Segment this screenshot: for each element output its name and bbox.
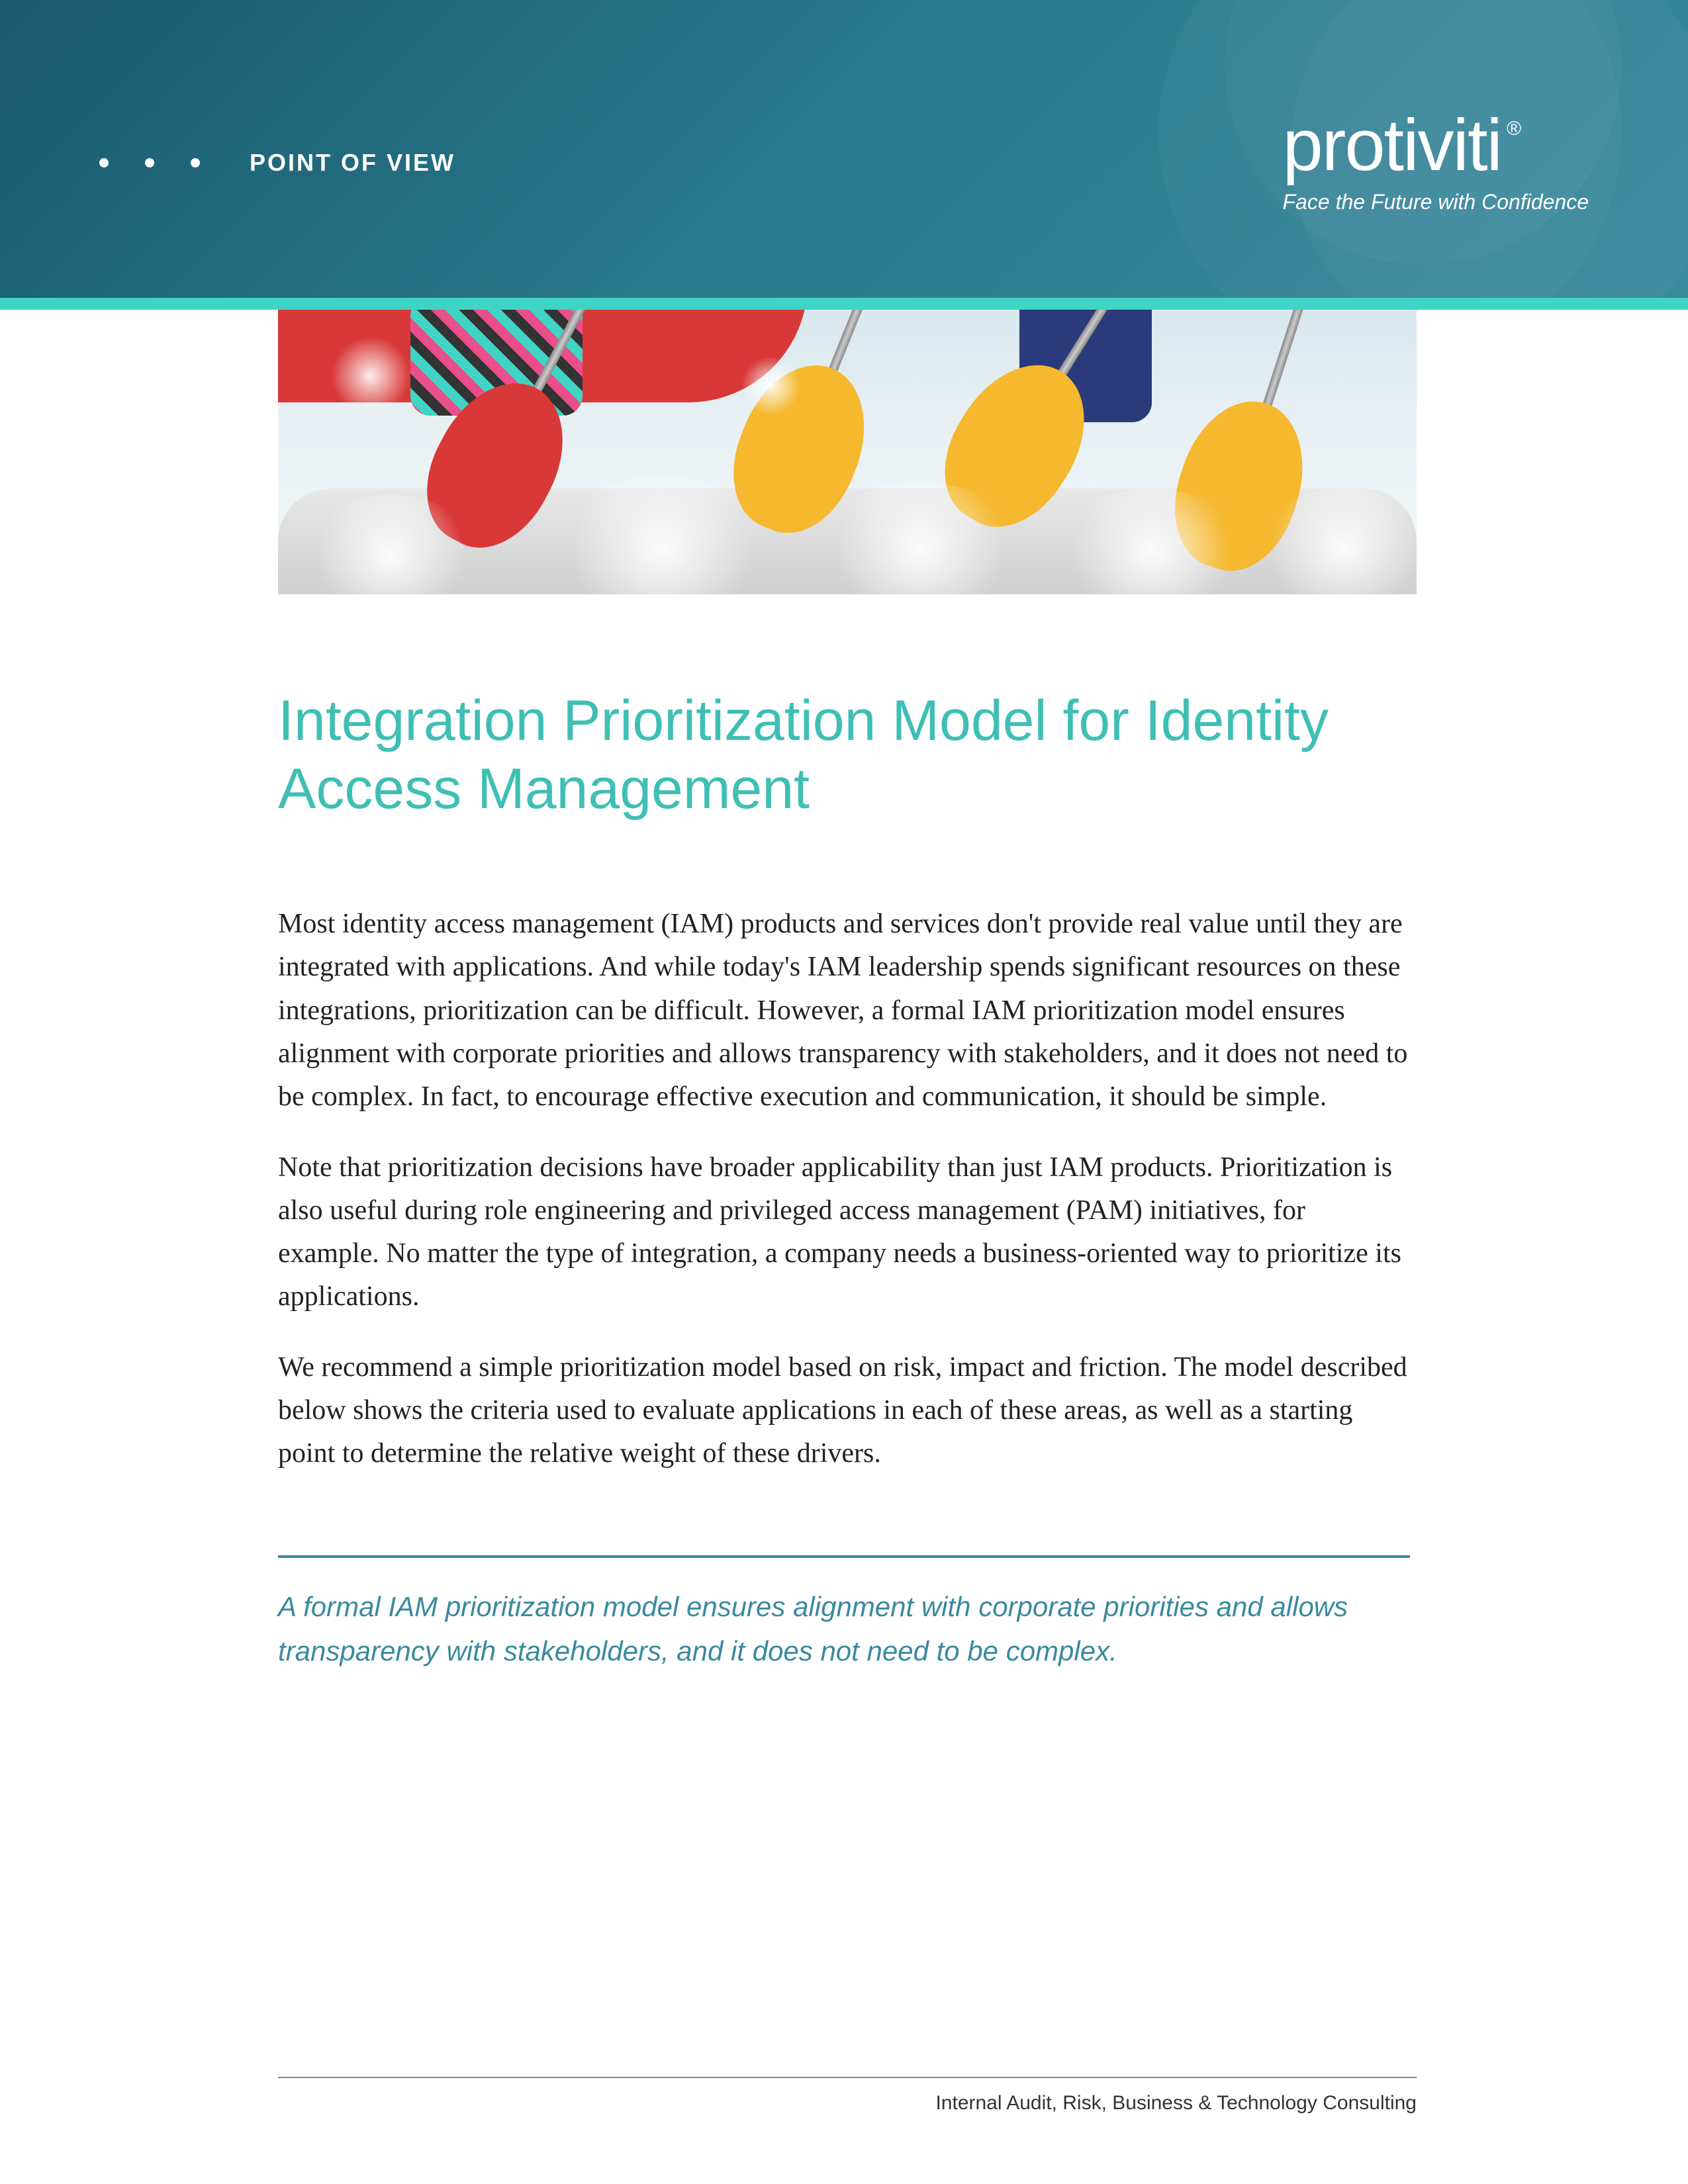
dot-icon bbox=[191, 158, 200, 167]
registered-icon: ® bbox=[1507, 118, 1520, 140]
header-band: POINT OF VIEW protiviti® Face the Future… bbox=[0, 0, 1688, 298]
water-splash bbox=[741, 356, 801, 416]
article-title: Integration Prioritization Model for Ide… bbox=[278, 687, 1410, 823]
dots-row: POINT OF VIEW bbox=[99, 149, 455, 177]
brand-block: protiviti® Face the Future with Confiden… bbox=[1283, 109, 1589, 214]
callout-text: A formal IAM prioritization model ensure… bbox=[278, 1584, 1410, 1673]
brand-logo-text: protiviti® bbox=[1283, 109, 1589, 182]
water-splash bbox=[331, 336, 410, 416]
callout-rule bbox=[278, 1555, 1410, 1558]
body-paragraph: We recommend a simple prioritization mod… bbox=[278, 1346, 1410, 1475]
content-area: Integration Prioritization Model for Ide… bbox=[278, 687, 1410, 1673]
footer-rule bbox=[278, 2077, 1417, 2078]
accent-strip bbox=[0, 298, 1688, 310]
category-label: POINT OF VIEW bbox=[250, 149, 455, 177]
dot-icon bbox=[145, 158, 154, 167]
dot-icon bbox=[99, 158, 109, 167]
brand-tagline: Face the Future with Confidence bbox=[1283, 190, 1589, 214]
body-paragraph: Most identity access management (IAM) pr… bbox=[278, 903, 1410, 1118]
body-paragraph: Note that prioritization decisions have … bbox=[278, 1146, 1410, 1318]
hero-image bbox=[278, 310, 1417, 594]
footer-text: Internal Audit, Risk, Business & Technol… bbox=[935, 2092, 1417, 2115]
brand-name-text: protiviti bbox=[1283, 105, 1501, 186]
